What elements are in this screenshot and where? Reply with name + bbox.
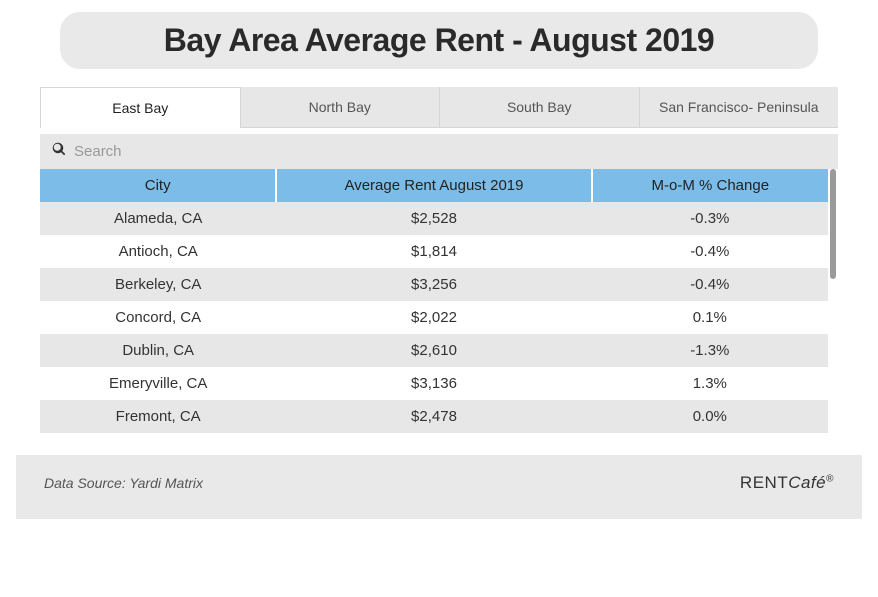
table-row: Alameda, CA$2,528-0.3%	[40, 202, 828, 235]
search-icon	[52, 142, 66, 161]
table-cell: 0.1%	[592, 301, 828, 334]
table-cell: $2,478	[276, 400, 591, 433]
rent-table: CityAverage Rent August 2019M-o-M % Chan…	[40, 169, 828, 433]
table-cell: $1,814	[276, 235, 591, 268]
scrollbar[interactable]	[830, 169, 836, 279]
table-cell: 0.0%	[592, 400, 828, 433]
title-bar: Bay Area Average Rent - August 2019	[60, 12, 818, 69]
table-cell: Berkeley, CA	[40, 268, 276, 301]
tab-north-bay[interactable]: North Bay	[241, 87, 441, 127]
table-cell: Concord, CA	[40, 301, 276, 334]
table-cell: -1.3%	[592, 334, 828, 367]
table-row: Antioch, CA$1,814-0.4%	[40, 235, 828, 268]
data-source: Data Source: Yardi Matrix	[44, 475, 203, 491]
brand-rent: RENT	[740, 473, 788, 492]
table-cell: -0.4%	[592, 268, 828, 301]
table-row: Berkeley, CA$3,256-0.4%	[40, 268, 828, 301]
table-row: Emeryville, CA$3,1361.3%	[40, 367, 828, 400]
column-header[interactable]: M-o-M % Change	[592, 169, 828, 202]
table-cell: $2,022	[276, 301, 591, 334]
table-cell: Fremont, CA	[40, 400, 276, 433]
search-input[interactable]	[74, 143, 826, 160]
table-cell: Emeryville, CA	[40, 367, 276, 400]
column-header[interactable]: City	[40, 169, 276, 202]
tab-south-bay[interactable]: South Bay	[440, 87, 640, 127]
table-cell: Alameda, CA	[40, 202, 276, 235]
search-row	[40, 134, 838, 169]
table-cell: $3,136	[276, 367, 591, 400]
table-row: Fremont, CA$2,4780.0%	[40, 400, 828, 433]
table-cell: $2,528	[276, 202, 591, 235]
page-title: Bay Area Average Rent - August 2019	[80, 22, 798, 59]
table-cell: Dublin, CA	[40, 334, 276, 367]
table-cell: $2,610	[276, 334, 591, 367]
table-row: Concord, CA$2,0220.1%	[40, 301, 828, 334]
table-row: Dublin, CA$2,610-1.3%	[40, 334, 828, 367]
tabs: East BayNorth BaySouth BaySan Francisco-…	[40, 87, 838, 128]
brand-cafe: Café	[788, 473, 826, 492]
content: East BayNorth BaySouth BaySan Francisco-…	[40, 87, 838, 433]
brand-registered: ®	[826, 473, 834, 484]
table-cell: -0.4%	[592, 235, 828, 268]
tab-san-francisco-peninsula[interactable]: San Francisco- Peninsula	[640, 87, 839, 127]
footer: Data Source: Yardi Matrix RENTCafé®	[16, 455, 862, 519]
table-cell: $3,256	[276, 268, 591, 301]
table-cell: 1.3%	[592, 367, 828, 400]
table-cell: Antioch, CA	[40, 235, 276, 268]
table-wrap: CityAverage Rent August 2019M-o-M % Chan…	[40, 169, 838, 433]
tab-east-bay[interactable]: East Bay	[40, 87, 241, 128]
table-cell: -0.3%	[592, 202, 828, 235]
column-header[interactable]: Average Rent August 2019	[276, 169, 591, 202]
brand-logo: RENTCafé®	[740, 473, 834, 493]
